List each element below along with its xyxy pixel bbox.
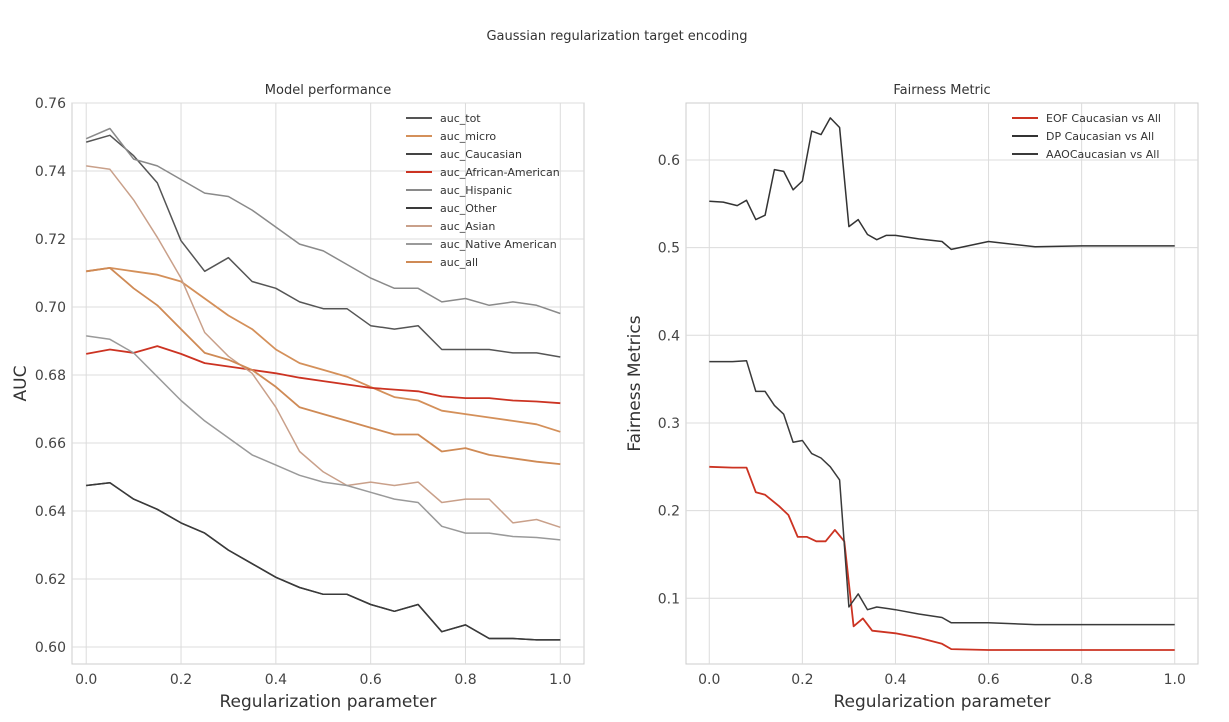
plot-title: Fairness Metric bbox=[893, 83, 990, 98]
legend-label-auc-native-american: auc_Native American bbox=[440, 238, 557, 251]
model-performance-plot: 0.0 0.2 0.4 0.6 0.8 1.0 0.60 0.62 0.64 0.66 0.68 0.… bbox=[11, 83, 585, 712]
y-tick-label: 0.76 bbox=[35, 96, 66, 112]
x-axis-label: Regularization parameter bbox=[220, 692, 437, 712]
fairness-metric-plot: 0.0 0.2 0.4 0.6 0.8 1.0 0.1 0.2 0.3 0.4 0.5 0.6 Fair… bbox=[625, 83, 1199, 712]
x-tick-label: 0.6 bbox=[360, 672, 382, 688]
legend-label-auc-african-american: auc_African-American bbox=[440, 166, 560, 179]
y-tick-label: 0.60 bbox=[35, 640, 66, 656]
legend-label-auc-asian: auc_Asian bbox=[440, 220, 495, 233]
series-line-auc-other bbox=[86, 482, 561, 641]
x-tick-label: 1.0 bbox=[1164, 672, 1186, 688]
series-line-dp-caucasian-vs-all bbox=[709, 117, 1175, 251]
y-tick-label: 0.64 bbox=[35, 504, 66, 520]
y-tick-label: 0.6 bbox=[658, 153, 680, 169]
x-tick-label: 0.4 bbox=[265, 672, 287, 688]
plot-frame bbox=[685, 102, 1199, 665]
x-tick-label: 0.2 bbox=[170, 672, 192, 688]
x-tick-label: 0.0 bbox=[698, 672, 720, 688]
legend-label-auc-tot: auc_tot bbox=[440, 112, 481, 125]
x-tick-label: 0.6 bbox=[977, 672, 999, 688]
legend-label-auc-all: auc_all bbox=[440, 256, 478, 269]
legend-label-auc-other: auc_Other bbox=[440, 202, 497, 215]
x-tick-label: 0.8 bbox=[1071, 672, 1093, 688]
series-line-auc-micro bbox=[86, 266, 561, 433]
y-tick-label: 0.5 bbox=[658, 241, 680, 257]
series-line-auc-native-american bbox=[86, 335, 561, 541]
series-line-auc-tot bbox=[85, 134, 561, 358]
y-tick-label: 0.62 bbox=[35, 572, 66, 588]
x-tick-label: 0.4 bbox=[884, 672, 906, 688]
y-tick-label: 0.70 bbox=[35, 300, 66, 316]
y-tick-label: 0.74 bbox=[35, 164, 66, 180]
series-line-auc-asian bbox=[86, 165, 561, 529]
legend-label-eof-caucasian-vs-all: EOF Caucasian vs All bbox=[1046, 112, 1161, 125]
plot-frame bbox=[71, 102, 585, 665]
y-tick-label: 0.3 bbox=[658, 416, 680, 432]
series-line-auc-hispanic bbox=[85, 127, 561, 315]
x-tick-label: 0.0 bbox=[75, 672, 97, 688]
series-line-aaocaucasian-vs-all bbox=[709, 359, 1175, 626]
y-tick-label: 0.2 bbox=[658, 504, 680, 520]
y-tick-label: 0.72 bbox=[35, 232, 66, 248]
legend-label-auc-hispanic: auc_Hispanic bbox=[440, 184, 512, 197]
y-tick-label: 0.68 bbox=[35, 368, 66, 384]
x-axis-label: Regularization parameter bbox=[834, 692, 1051, 712]
plot-title: Model performance bbox=[265, 83, 391, 98]
y-axis-label: AUC bbox=[11, 366, 31, 402]
legend-label-dp-caucasian-vs-all: DP Caucasian vs All bbox=[1046, 130, 1154, 143]
y-tick-label: 0.66 bbox=[35, 436, 66, 452]
x-tick-label: 0.2 bbox=[791, 672, 813, 688]
x-tick-label: 1.0 bbox=[549, 672, 571, 688]
legend-label-auc-caucasian: auc_Caucasian bbox=[440, 148, 522, 161]
series-line-auc-all bbox=[86, 266, 561, 465]
y-tick-label: 0.4 bbox=[658, 328, 680, 344]
y-axis-label: Fairness Metrics bbox=[625, 315, 645, 451]
y-tick-label: 0.1 bbox=[658, 591, 680, 607]
legend-label-auc-micro: auc_micro bbox=[440, 130, 496, 143]
series-line-auc-african-american bbox=[86, 345, 561, 405]
x-tick-label: 0.8 bbox=[454, 672, 476, 688]
legend-label-aaocaucasian-vs-all: AAOCaucasian vs All bbox=[1046, 148, 1159, 161]
figure-title: Gaussian regularization target encoding bbox=[486, 29, 747, 44]
